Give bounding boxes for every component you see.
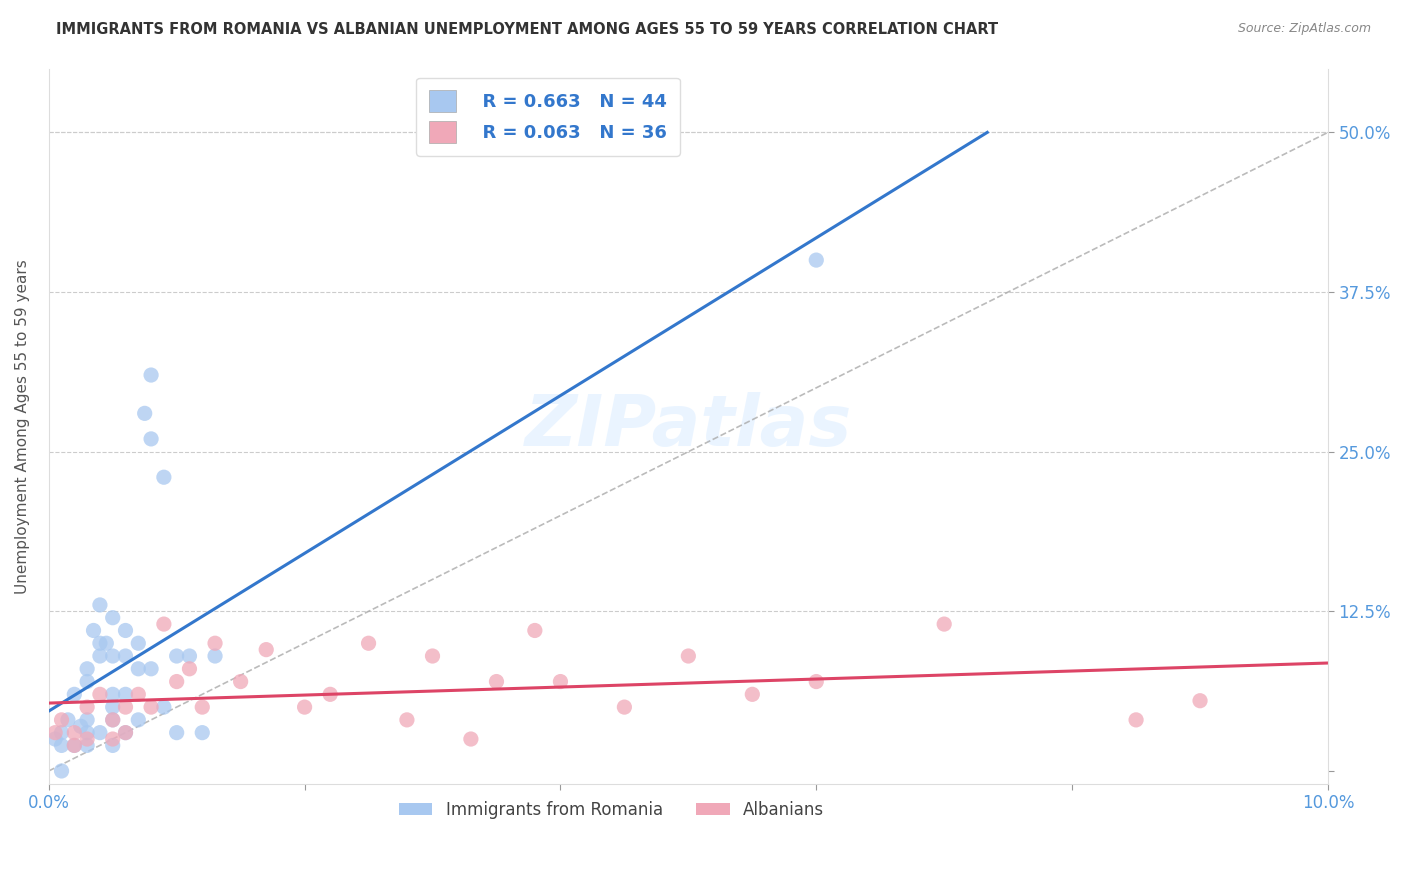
Point [63,739,86,753]
Point [179,662,201,676]
Point [294,700,316,714]
Point [44,732,66,747]
Point [179,648,201,663]
Point [166,674,188,689]
Point [139,662,162,676]
Point [96,636,118,650]
Point [319,687,342,701]
Point [678,648,700,663]
Point [69,719,91,733]
Point [114,725,136,739]
Point [101,732,124,747]
Point [76,732,98,747]
Point [114,725,136,739]
Point [101,648,124,663]
Point [806,253,828,268]
Point [139,368,162,382]
Point [89,648,111,663]
Point [51,725,73,739]
Point [395,713,418,727]
Point [89,687,111,701]
Point [83,624,105,638]
Point [101,713,124,727]
Point [153,700,176,714]
Point [101,739,124,753]
Point [89,725,111,739]
Point [101,713,124,727]
Point [76,725,98,739]
Point [127,687,149,701]
Point [114,687,136,701]
Point [550,674,572,689]
Point [56,713,79,727]
Point [1189,694,1212,708]
Text: Source: ZipAtlas.com: Source: ZipAtlas.com [1237,22,1371,36]
Point [76,700,98,714]
Point [460,732,482,747]
Point [166,648,188,663]
Point [89,598,111,612]
Point [63,687,86,701]
Point [139,700,162,714]
Point [191,700,214,714]
Point [153,470,176,484]
Point [204,648,226,663]
Point [127,713,149,727]
Point [51,764,73,778]
Point [76,739,98,753]
Text: ZIPatlas: ZIPatlas [524,392,852,460]
Point [114,624,136,638]
Point [254,642,277,657]
Point [63,739,86,753]
Point [485,674,508,689]
Point [229,674,252,689]
Point [1125,713,1147,727]
Point [101,687,124,701]
Point [134,406,156,420]
Point [191,725,214,739]
Point [76,662,98,676]
Point [51,739,73,753]
Point [114,648,136,663]
Legend: Immigrants from Romania, Albanians: Immigrants from Romania, Albanians [392,794,831,825]
Point [44,725,66,739]
Point [204,636,226,650]
Point [139,432,162,446]
Point [934,617,956,632]
Point [741,687,763,701]
Point [806,674,828,689]
Point [127,636,149,650]
Point [101,610,124,624]
Point [127,662,149,676]
Point [101,700,124,714]
Point [153,617,176,632]
Point [166,725,188,739]
Point [63,725,86,739]
Point [76,713,98,727]
Point [523,624,546,638]
Text: IMMIGRANTS FROM ROMANIA VS ALBANIAN UNEMPLOYMENT AMONG AGES 55 TO 59 YEARS CORRE: IMMIGRANTS FROM ROMANIA VS ALBANIAN UNEM… [56,22,998,37]
Point [76,674,98,689]
Point [89,636,111,650]
Point [357,636,380,650]
Point [51,713,73,727]
Point [613,700,636,714]
Y-axis label: Unemployment Among Ages 55 to 59 years: Unemployment Among Ages 55 to 59 years [15,259,30,593]
Point [422,648,444,663]
Point [114,700,136,714]
